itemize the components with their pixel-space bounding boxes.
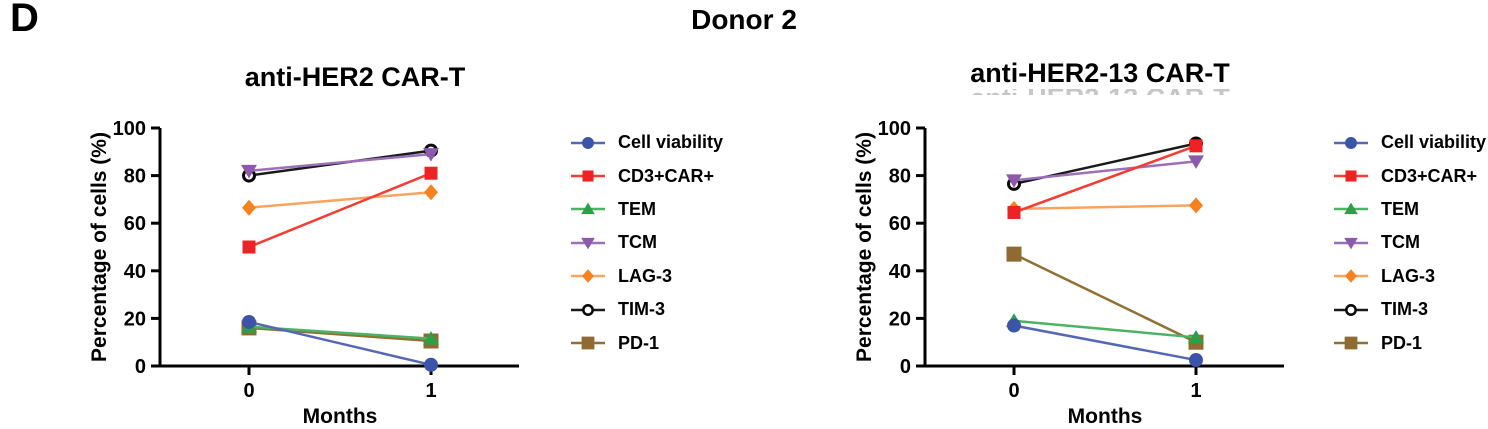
panel-label: D xyxy=(10,0,39,40)
legend-item-cd3-car-: CD3+CAR+ xyxy=(1333,159,1486,192)
legend-label: TIM-3 xyxy=(618,299,665,320)
x-tick-label: 0 xyxy=(243,380,254,402)
x-axis-label: Months xyxy=(1068,405,1143,428)
legend-label: TCM xyxy=(618,232,657,253)
y-tick-label: 20 xyxy=(124,308,146,330)
legend-item-tem: TEM xyxy=(1333,193,1486,226)
y-tick-label: 20 xyxy=(889,308,911,330)
legend-item-cell-viability: Cell viability xyxy=(1333,126,1486,159)
x-axis-label: Months xyxy=(303,405,378,428)
chart-title-anti-her2-13: anti-HER2-13 CAR-T xyxy=(970,58,1230,88)
legend-label: CD3+CAR+ xyxy=(618,165,715,186)
triangle-down-icon xyxy=(571,237,605,250)
y-axis-label: Percentage of cells (%) xyxy=(88,132,111,362)
y-tick-label: 40 xyxy=(889,261,911,283)
legend-label: Cell viability xyxy=(1381,132,1487,153)
legend-item-cell-viability: Cell viability xyxy=(570,126,723,159)
diamond-icon xyxy=(1334,269,1368,284)
series-cell-viability xyxy=(1007,318,1203,368)
axes: 0 20 40 60 80 100 0 1 xyxy=(878,118,1284,402)
square-large-icon xyxy=(1334,336,1368,350)
legend-item-cd3-car-: CD3+CAR+ xyxy=(570,159,723,192)
axes: 0 20 40 60 80 100 0 1 xyxy=(113,118,519,402)
series-cd3-car- xyxy=(242,166,438,254)
triangle-down-icon xyxy=(1334,237,1368,250)
x-tick-label: 0 xyxy=(1008,380,1019,402)
square-icon xyxy=(571,170,605,182)
y-tick-label: 40 xyxy=(124,261,146,283)
legend-anti-her2-13: Cell viability CD3+CAR+ TEM TCM LAG-3 TIM-3 PD… xyxy=(1333,126,1486,360)
legend-item-tem: TEM xyxy=(570,193,723,226)
series-cell-viability xyxy=(242,314,438,372)
open-circle-icon xyxy=(1334,303,1368,316)
series-tcm xyxy=(1006,155,1204,188)
series-tem xyxy=(1006,313,1204,344)
legend-label: PD-1 xyxy=(618,332,660,353)
legend-item-tcm: TCM xyxy=(1333,226,1486,259)
legend-item-tim-3: TIM-3 xyxy=(1333,293,1486,326)
x-tick-label: 1 xyxy=(425,380,436,402)
legend-item-pd-1: PD-1 xyxy=(570,326,723,359)
legend-label: PD-1 xyxy=(1381,332,1423,353)
legend-label: TIM-3 xyxy=(1381,299,1428,320)
legend-item-lag-3: LAG-3 xyxy=(570,260,723,293)
circle-icon xyxy=(571,136,605,149)
plot-anti-her2-13: 0 20 40 60 80 100 0 1 Months Percentage of cells … xyxy=(853,118,1284,428)
series-lag-3 xyxy=(1007,197,1203,217)
cropped-text: anti-HER2-13 CAR-T xyxy=(970,89,1230,95)
y-tick-label: 100 xyxy=(113,118,146,140)
legend-label: TEM xyxy=(1381,198,1419,219)
open-circle-icon xyxy=(571,303,605,316)
y-tick-label: 0 xyxy=(135,356,146,378)
y-tick-label: 60 xyxy=(889,213,911,235)
plot-anti-her2: 0 20 40 60 80 100 0 1 Months Percentage of cells … xyxy=(88,118,519,428)
y-tick-label: 80 xyxy=(889,166,911,188)
x-tick-label: 1 xyxy=(1190,380,1201,402)
y-tick-label: 100 xyxy=(878,118,911,140)
y-axis-label: Percentage of cells (%) xyxy=(853,132,876,362)
diamond-icon xyxy=(571,269,605,284)
y-tick-label: 60 xyxy=(124,213,146,235)
figure-title: Donor 2 xyxy=(691,4,797,35)
series-lag-3 xyxy=(242,184,438,216)
circle-icon xyxy=(1334,136,1368,149)
square-icon xyxy=(1334,170,1368,182)
triangle-up-icon xyxy=(571,203,605,215)
y-tick-label: 80 xyxy=(124,166,146,188)
legend-label: LAG-3 xyxy=(618,265,672,286)
y-tick-label: 0 xyxy=(900,356,911,378)
series-tem xyxy=(241,319,439,345)
series-tcm xyxy=(241,148,439,179)
legend-anti-her2: Cell viability CD3+CAR+ TEM TCM LAG-3 TIM-3 PD… xyxy=(570,126,723,360)
legend-label: CD3+CAR+ xyxy=(1381,165,1478,186)
legend-label: TEM xyxy=(618,198,656,219)
legend-label: LAG-3 xyxy=(1381,265,1435,286)
legend-item-tim-3: TIM-3 xyxy=(570,293,723,326)
chart-title-anti-her2: anti-HER2 CAR-T xyxy=(244,62,466,92)
square-large-icon xyxy=(571,336,605,350)
legend-item-lag-3: LAG-3 xyxy=(1333,260,1486,293)
legend-item-pd-1: PD-1 xyxy=(1333,326,1486,359)
legend-label: Cell viability xyxy=(618,132,724,153)
legend-item-tcm: TCM xyxy=(570,226,723,259)
triangle-up-icon xyxy=(1334,203,1368,215)
legend-label: TCM xyxy=(1381,232,1420,253)
cropped-text-artifact: anti-HER2-13 CAR-T xyxy=(890,89,1310,95)
series-cd3-car- xyxy=(1007,139,1203,219)
